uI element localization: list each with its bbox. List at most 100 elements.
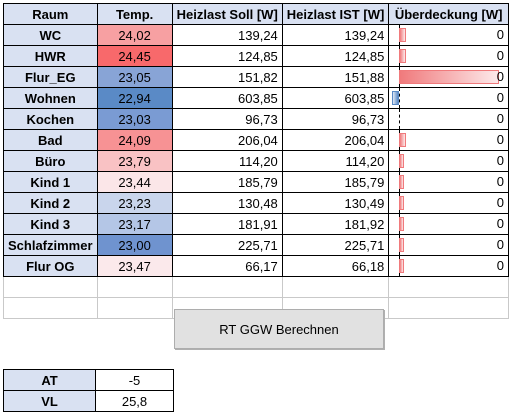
header-heizlast-ist[interactable]: Heizlast IST [W] xyxy=(281,3,390,25)
heat-load-table: Raum Temp. Heizlast Soll [W] Heizlast IS… xyxy=(3,3,509,319)
temp-cell[interactable]: 23,79 xyxy=(96,150,173,172)
table-row: Kind 3 23,17 181,91 181,92 0 xyxy=(3,213,509,235)
param-value-vl[interactable]: 25,8 xyxy=(95,390,174,412)
heizlast-ist-cell[interactable]: 181,92 xyxy=(281,213,390,235)
ueberdeckung-cell[interactable]: 0 xyxy=(388,255,509,277)
heat-load-table-body: Raum Temp. Heizlast Soll [W] Heizlast IS… xyxy=(3,3,509,319)
empty-cell[interactable] xyxy=(388,297,509,319)
header-temp[interactable]: Temp. xyxy=(96,3,173,25)
room-cell[interactable]: Kind 2 xyxy=(3,192,98,214)
heizlast-soll-cell[interactable]: 603,85 xyxy=(171,87,283,109)
rt-ggw-berechnen-button[interactable]: RT GGW Berechnen xyxy=(174,309,384,349)
heizlast-soll-cell[interactable]: 114,20 xyxy=(171,150,283,172)
temp-cell[interactable]: 24,09 xyxy=(96,129,173,151)
temp-cell[interactable]: 22,94 xyxy=(96,87,173,109)
data-bar xyxy=(399,217,405,231)
ueberdeckung-cell[interactable]: 0 xyxy=(388,45,509,67)
ueberdeckung-cell[interactable]: 0 xyxy=(388,150,509,172)
heizlast-ist-cell[interactable]: 66,18 xyxy=(281,255,390,277)
header-ueberdeckung[interactable]: Überdeckung [W] xyxy=(388,3,509,25)
table-row: Wohnen 22,94 603,85 603,85 0 xyxy=(3,87,509,109)
heizlast-ist-cell[interactable]: 130,49 xyxy=(281,192,390,214)
ueberdeckung-cell[interactable]: 0 xyxy=(388,171,509,193)
ueberdeckung-value: 0 xyxy=(496,237,504,252)
heizlast-ist-cell[interactable]: 124,85 xyxy=(281,45,390,67)
ueberdeckung-cell[interactable]: 0 xyxy=(388,108,509,130)
heizlast-ist-cell[interactable]: 185,79 xyxy=(281,171,390,193)
heizlast-ist-cell[interactable]: 139,24 xyxy=(281,24,390,46)
empty-cell[interactable] xyxy=(96,297,173,319)
ueberdeckung-value: 0 xyxy=(496,132,504,147)
ueberdeckung-value: 0 xyxy=(496,195,504,210)
table-row: Kind 1 23,44 185,79 185,79 0 xyxy=(3,171,509,193)
heizlast-soll-cell[interactable]: 206,04 xyxy=(171,129,283,151)
room-cell[interactable]: Flur OG xyxy=(3,255,98,277)
data-bar-axis xyxy=(399,109,401,129)
empty-cell[interactable] xyxy=(96,276,173,298)
param-label-at[interactable]: AT xyxy=(3,369,96,391)
param-label-vl[interactable]: VL xyxy=(3,390,96,412)
ueberdeckung-cell[interactable]: 0 xyxy=(388,24,509,46)
heizlast-ist-cell[interactable]: 96,73 xyxy=(281,108,390,130)
room-cell[interactable]: HWR xyxy=(3,45,98,67)
temp-cell[interactable]: 23,05 xyxy=(96,66,173,88)
temp-cell[interactable]: 23,47 xyxy=(96,255,173,277)
ueberdeckung-value: 0 xyxy=(496,48,504,63)
heizlast-soll-cell[interactable]: 96,73 xyxy=(171,108,283,130)
temp-cell[interactable]: 23,44 xyxy=(96,171,173,193)
ueberdeckung-value: 0 xyxy=(496,111,504,126)
table-header-row: Raum Temp. Heizlast Soll [W] Heizlast IS… xyxy=(3,3,509,25)
heizlast-ist-cell[interactable]: 603,85 xyxy=(281,87,390,109)
room-cell[interactable]: WC xyxy=(3,24,98,46)
temp-cell[interactable]: 23,00 xyxy=(96,234,173,256)
empty-cell[interactable] xyxy=(388,276,509,298)
temp-cell[interactable]: 23,23 xyxy=(96,192,173,214)
room-cell[interactable]: Büro xyxy=(3,150,98,172)
heizlast-soll-cell[interactable]: 225,71 xyxy=(171,234,283,256)
heizlast-soll-cell[interactable]: 124,85 xyxy=(171,45,283,67)
data-bar xyxy=(399,238,405,252)
empty-cell[interactable] xyxy=(281,276,390,298)
table-row: Büro 23,79 114,20 114,20 0 xyxy=(3,150,509,172)
data-bar-axis xyxy=(399,88,401,108)
empty-cell[interactable] xyxy=(171,276,283,298)
ueberdeckung-cell[interactable]: 0 xyxy=(388,213,509,235)
heizlast-soll-cell[interactable]: 66,17 xyxy=(171,255,283,277)
table-row: HWR 24,45 124,85 124,85 0 xyxy=(3,45,509,67)
room-cell[interactable]: Kind 1 xyxy=(3,171,98,193)
ueberdeckung-cell[interactable]: 0 xyxy=(388,87,509,109)
ueberdeckung-value: 0 xyxy=(496,90,504,105)
ueberdeckung-value: 0 xyxy=(496,174,504,189)
data-bar xyxy=(392,91,400,105)
ueberdeckung-cell[interactable]: 0 xyxy=(388,66,509,88)
room-cell[interactable]: Wohnen xyxy=(3,87,98,109)
ueberdeckung-cell[interactable]: 0 xyxy=(388,129,509,151)
table-row: WC 24,02 139,24 139,24 0 xyxy=(3,24,509,46)
heizlast-soll-cell[interactable]: 151,82 xyxy=(171,66,283,88)
param-value-at[interactable]: -5 xyxy=(95,369,174,391)
ueberdeckung-cell[interactable]: 0 xyxy=(388,192,509,214)
heizlast-ist-cell[interactable]: 114,20 xyxy=(281,150,390,172)
room-cell[interactable]: Kind 3 xyxy=(3,213,98,235)
room-cell[interactable]: Kochen xyxy=(3,108,98,130)
room-cell[interactable]: Bad xyxy=(3,129,98,151)
room-cell[interactable]: Flur_EG xyxy=(3,66,98,88)
heizlast-ist-cell[interactable]: 151,88 xyxy=(281,66,390,88)
temp-cell[interactable]: 24,45 xyxy=(96,45,173,67)
header-raum[interactable]: Raum xyxy=(3,3,98,25)
heizlast-ist-cell[interactable]: 206,04 xyxy=(281,129,390,151)
temp-cell[interactable]: 23,03 xyxy=(96,108,173,130)
heizlast-soll-cell[interactable]: 185,79 xyxy=(171,171,283,193)
ueberdeckung-value: 0 xyxy=(496,153,504,168)
room-cell[interactable]: Schlafzimmer xyxy=(3,234,98,256)
header-heizlast-soll[interactable]: Heizlast Soll [W] xyxy=(171,3,283,25)
heizlast-soll-cell[interactable]: 130,48 xyxy=(171,192,283,214)
heizlast-soll-cell[interactable]: 181,91 xyxy=(171,213,283,235)
heizlast-ist-cell[interactable]: 225,71 xyxy=(281,234,390,256)
heizlast-soll-cell[interactable]: 139,24 xyxy=(171,24,283,46)
ueberdeckung-cell[interactable]: 0 xyxy=(388,234,509,256)
temp-cell[interactable]: 24,02 xyxy=(96,24,173,46)
empty-cell[interactable] xyxy=(3,276,98,298)
temp-cell[interactable]: 23,17 xyxy=(96,213,173,235)
empty-cell[interactable] xyxy=(3,297,98,319)
